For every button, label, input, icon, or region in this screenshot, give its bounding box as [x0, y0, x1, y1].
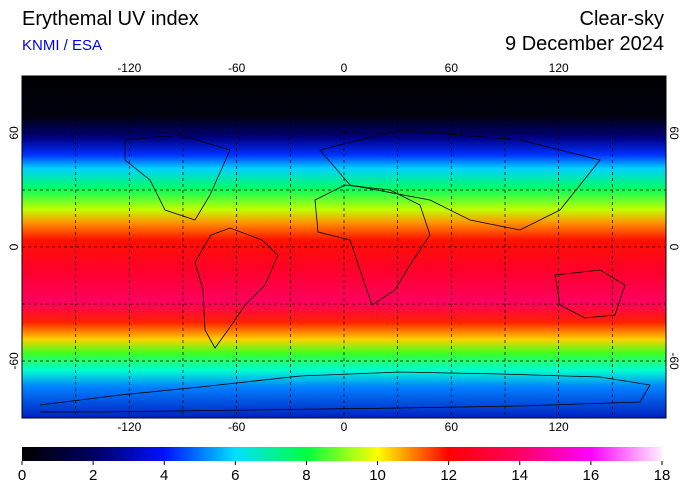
- title: Erythemal UV index: [22, 8, 199, 30]
- graticule: [22, 76, 666, 418]
- north-america: [124, 134, 231, 221]
- lon-label-top: 60: [445, 61, 459, 75]
- lon-label-bottom: 120: [549, 420, 569, 434]
- antarctica: [39, 371, 651, 413]
- colorbar-label: 10: [369, 467, 386, 484]
- map-frame: [21, 75, 667, 419]
- lon-label-top: 120: [549, 61, 569, 75]
- lat-label-right: -60: [667, 352, 681, 370]
- source: KNMI / ESA: [22, 37, 102, 54]
- colorbar-label: 16: [583, 467, 600, 484]
- lat-label-right: 0: [667, 244, 681, 251]
- eurasia: [319, 129, 601, 231]
- lon-label-top: -120: [117, 61, 141, 75]
- colorbar-label: 4: [160, 467, 168, 484]
- colorbar-label: 18: [654, 467, 671, 484]
- lat-label-left: 60: [7, 126, 21, 140]
- colorbar-label: 0: [18, 467, 26, 484]
- date: 9 December 2024: [505, 33, 664, 55]
- lon-label-bottom: -60: [228, 420, 246, 434]
- lat-label-right: 60: [667, 126, 681, 140]
- colorbar-label: 14: [511, 467, 528, 484]
- coastlines: [39, 129, 651, 413]
- lon-label-top: 0: [341, 61, 348, 75]
- colorbar-label: 12: [440, 467, 457, 484]
- lon-label-bottom: -120: [117, 420, 141, 434]
- sky-label: Clear-sky: [580, 8, 664, 30]
- colorbar-label: 6: [231, 467, 239, 484]
- colorbar-label: 8: [302, 467, 310, 484]
- africa: [314, 184, 431, 306]
- lon-label-bottom: 60: [445, 420, 459, 434]
- lat-label-left: -60: [7, 352, 21, 370]
- australia: [554, 269, 626, 319]
- lat-label-left: 0: [7, 243, 21, 250]
- colorbar-label: 2: [89, 467, 97, 484]
- lon-label-bottom: 0: [341, 420, 348, 434]
- lon-label-top: -60: [228, 61, 246, 75]
- colorbar: [22, 447, 662, 461]
